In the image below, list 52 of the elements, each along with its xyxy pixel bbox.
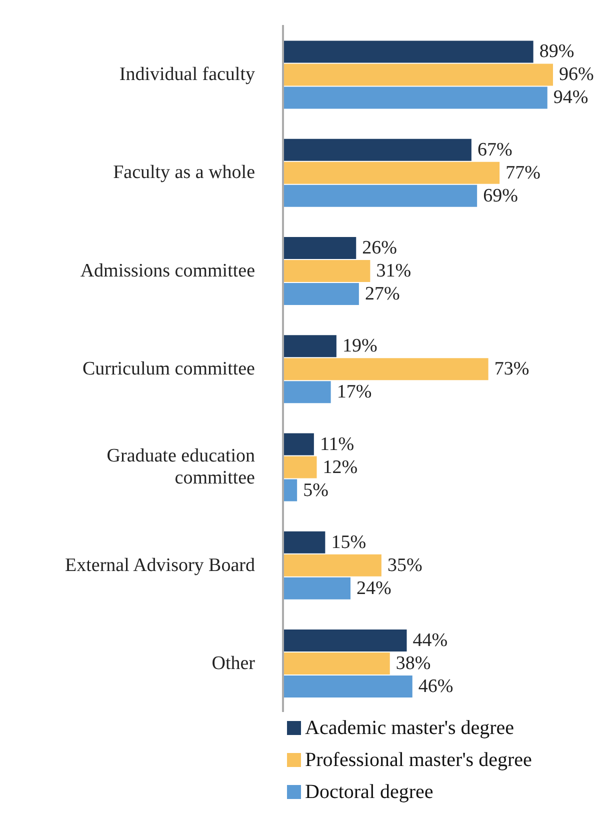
bar: [283, 381, 331, 404]
data-label: 77%: [506, 162, 541, 184]
data-label: 94%: [553, 87, 588, 108]
data-label: 15%: [331, 532, 366, 553]
legend-label: Professional master's degree: [305, 748, 532, 773]
data-label: 5%: [303, 480, 329, 501]
y-tick-label: Admissions committee: [80, 260, 255, 281]
bar: [283, 162, 500, 184]
y-tick-label: Individual faculty: [119, 64, 256, 85]
data-label: 12%: [322, 456, 358, 478]
bar: [283, 260, 370, 282]
bar: [283, 479, 298, 502]
y-tick-label: Faculty as a whole: [113, 162, 255, 183]
bar: [283, 138, 472, 161]
data-label: 67%: [477, 139, 512, 160]
bar: [283, 282, 359, 305]
bar: [283, 531, 326, 554]
data-label: 24%: [356, 578, 392, 599]
data-label: 11%: [320, 434, 354, 455]
bar: [283, 236, 356, 259]
legend-label: Academic master's degree: [305, 716, 514, 741]
bar: [283, 577, 350, 600]
bar: [283, 676, 412, 698]
data-label: 31%: [376, 260, 412, 282]
bar: [283, 652, 390, 675]
data-label: 35%: [387, 554, 422, 576]
data-label: 17%: [336, 382, 372, 403]
legend-label: Doctoral degree: [305, 780, 434, 805]
bar: [283, 433, 314, 456]
bar: [283, 335, 336, 358]
data-label: 27%: [364, 283, 400, 304]
y-tick-label: External Advisory Board: [65, 554, 256, 576]
bar: [283, 554, 382, 576]
y-tick-label: Other: [212, 652, 256, 674]
y-tick-label: Curriculum committee: [82, 358, 255, 379]
data-label: 44%: [412, 630, 448, 652]
data-label: 19%: [342, 336, 378, 357]
bar: [283, 86, 548, 109]
data-label: 38%: [396, 653, 431, 674]
bar: [283, 358, 488, 380]
data-label: 46%: [418, 676, 454, 698]
data-label: 26%: [362, 237, 398, 258]
bar: [283, 184, 478, 207]
data-label: 89%: [539, 41, 574, 62]
data-label: 69%: [483, 185, 518, 206]
y-tick-label: Graduate education committee: [106, 445, 256, 488]
data-label: 96%: [559, 64, 594, 86]
bar: [283, 456, 317, 478]
bar: [283, 40, 534, 63]
bar: [283, 64, 553, 86]
bar: [283, 630, 407, 652]
data-label: 73%: [494, 358, 530, 380]
